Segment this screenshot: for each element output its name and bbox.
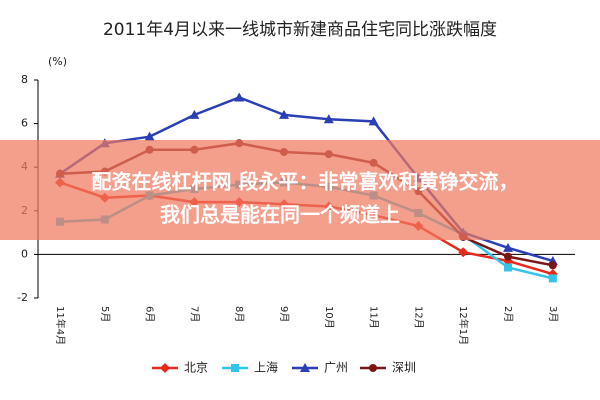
- banner-text: 我们总是能在同一个频道上: [160, 203, 400, 227]
- x-tick-label: 2月: [502, 306, 514, 322]
- x-tick-label: 7月: [188, 306, 200, 322]
- y-tick-label: 0: [21, 247, 28, 260]
- x-tick-label: 6月: [144, 306, 156, 322]
- marker: [189, 109, 200, 119]
- banner-text: 配资在线杠杆网 段永平：非常喜欢和黄铮交流，: [92, 170, 519, 194]
- marker: [548, 261, 557, 270]
- x-tick-label: 3月: [547, 306, 559, 322]
- legend-marker: [300, 363, 310, 372]
- legend-marker: [369, 364, 377, 372]
- legend-label: 上海: [254, 360, 278, 375]
- x-tick-label: 12月: [412, 306, 424, 329]
- x-tick-label: 11月: [368, 306, 380, 329]
- x-tick-label: 8月: [233, 306, 245, 322]
- x-tick-label: 12年1月: [457, 306, 470, 345]
- x-tick-label: 5月: [99, 306, 111, 322]
- x-tick-label: 9月: [278, 306, 290, 322]
- x-tick-label: 10月: [323, 306, 335, 329]
- y-tick-label: 6: [21, 117, 28, 130]
- marker: [503, 242, 513, 252]
- legend-marker: [160, 363, 170, 373]
- marker: [323, 114, 334, 124]
- marker: [458, 247, 469, 258]
- legend-label: 广州: [324, 361, 348, 375]
- marker: [368, 116, 379, 126]
- marker: [279, 109, 289, 119]
- y-tick-label: 8: [21, 73, 28, 86]
- y-tick-label: -2: [17, 291, 28, 304]
- chart-title: 2011年4月以来一线城市新建商品住宅同比涨跌幅度: [103, 20, 497, 40]
- legend-label: 北京: [184, 361, 208, 375]
- marker: [504, 252, 512, 261]
- legend-marker: [231, 364, 239, 372]
- marker: [504, 263, 512, 272]
- marker: [234, 92, 245, 102]
- legend-label: 深圳: [392, 361, 416, 375]
- marker: [144, 131, 155, 141]
- banner: [0, 140, 600, 240]
- x-tick-label: 11年4月: [54, 306, 67, 345]
- y-axis-label: (%): [48, 55, 67, 68]
- marker: [548, 274, 557, 283]
